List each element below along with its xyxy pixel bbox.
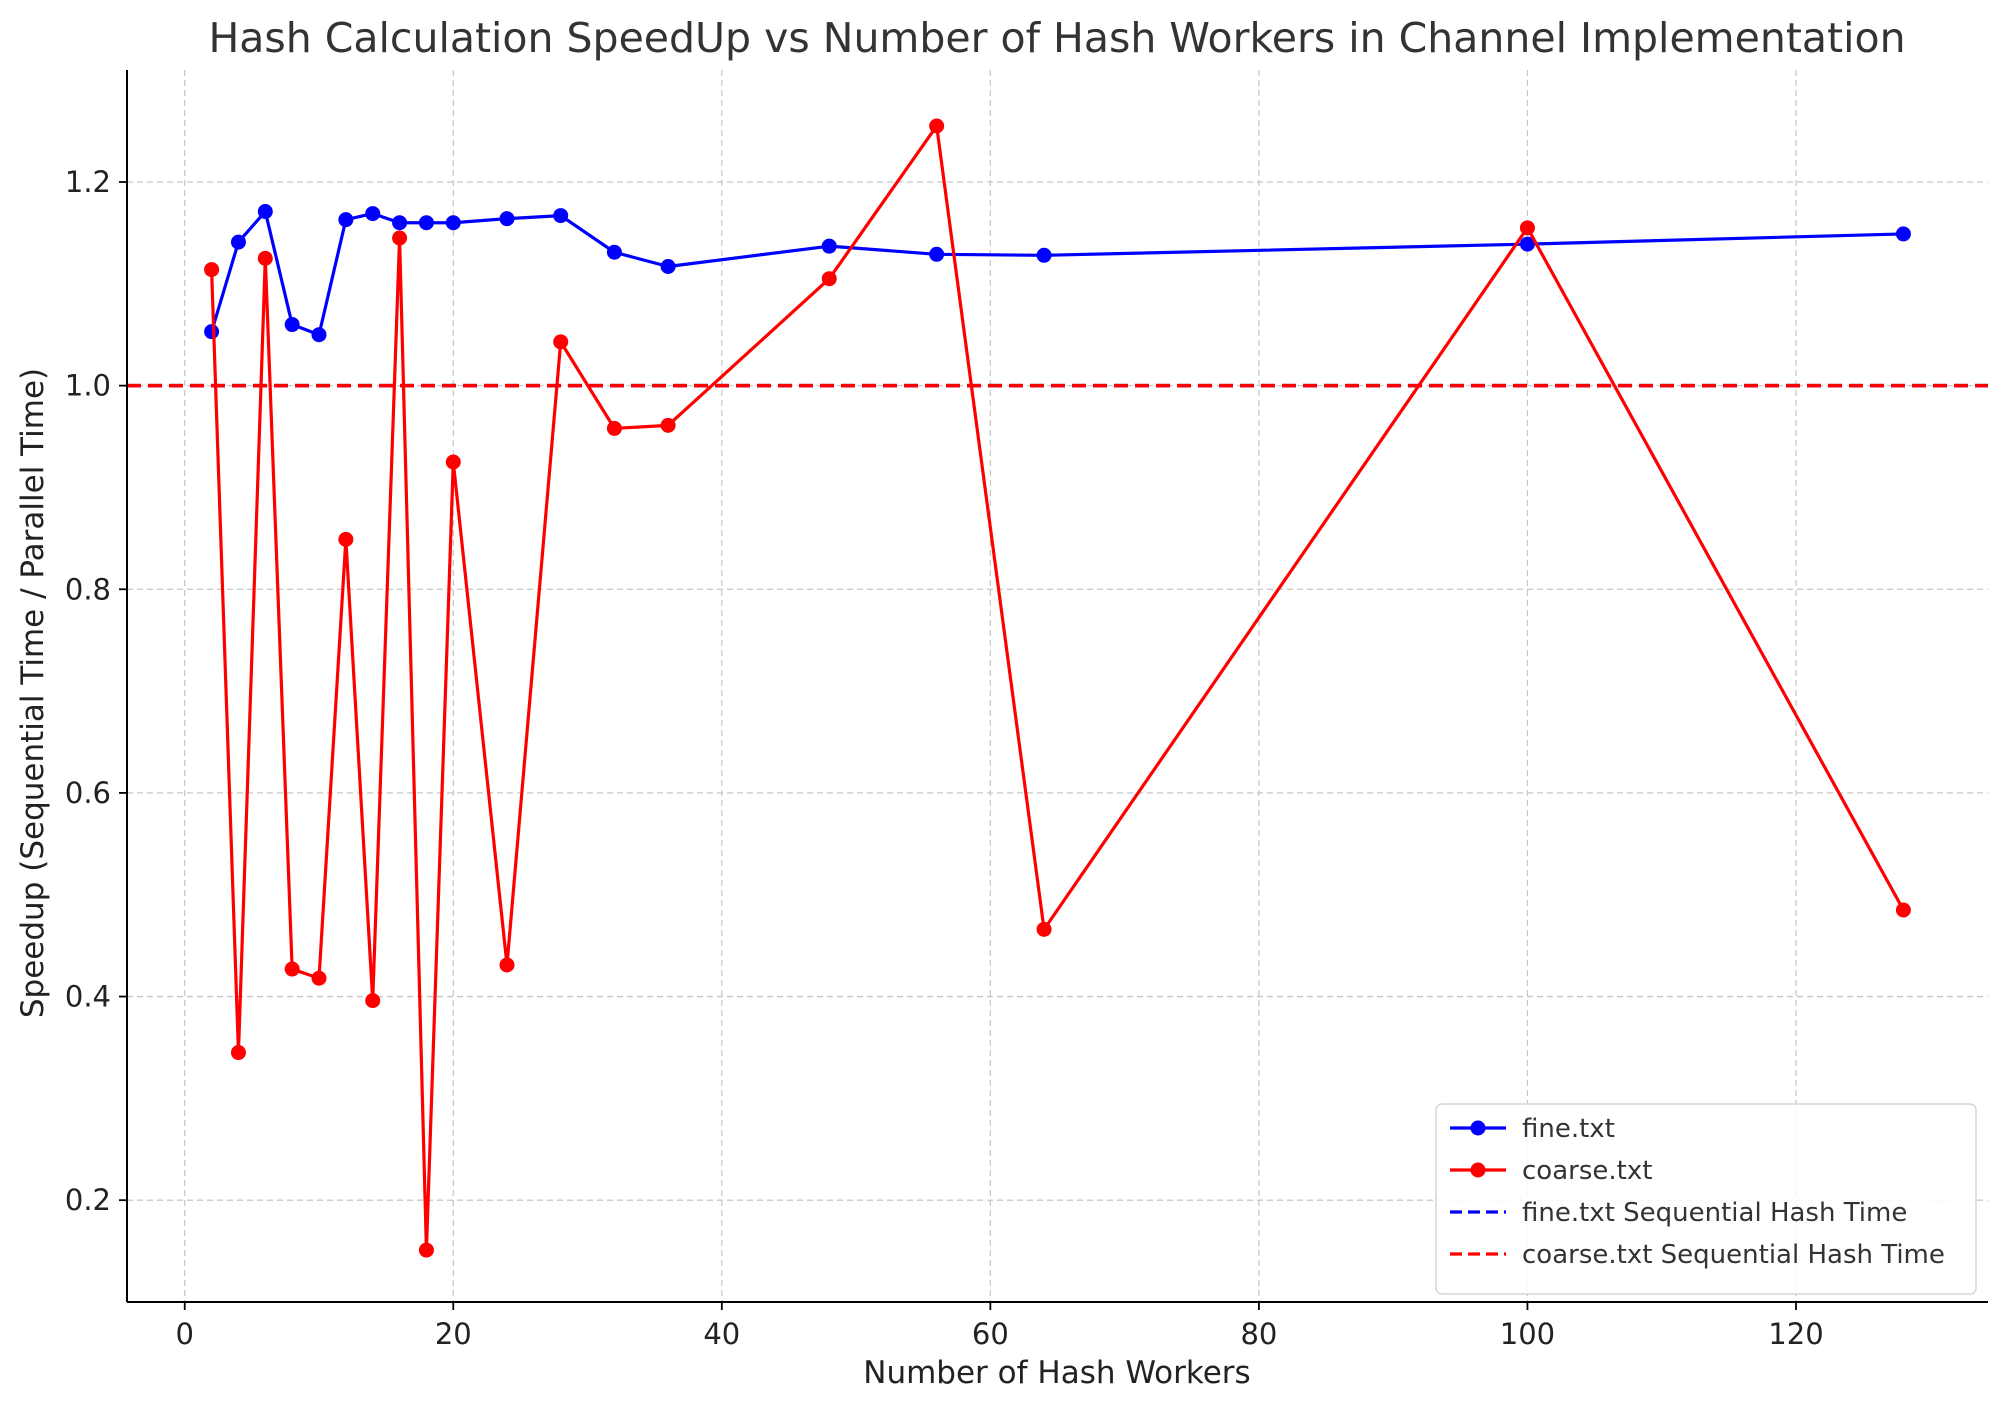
x-tick-label: 80: [1240, 1317, 1277, 1351]
chart-title: Hash Calculation SpeedUp vs Number of Ha…: [208, 14, 1905, 62]
series-0-point: [1519, 236, 1535, 252]
series-0-point: [230, 234, 246, 250]
series-0-point: [606, 244, 622, 260]
series-0-point: [929, 246, 945, 262]
series-0-point: [445, 215, 461, 231]
series-1-point: [365, 993, 381, 1009]
series-1-point: [445, 454, 461, 470]
series-1-point: [1519, 220, 1535, 236]
series-0-point: [311, 327, 327, 343]
series-1-point: [1895, 902, 1911, 918]
y-tick-label: 0.2: [65, 1183, 111, 1217]
series-1-point: [1036, 921, 1052, 937]
series: [204, 118, 1911, 1258]
series-0-point: [257, 204, 273, 220]
series-1-point: [204, 262, 220, 278]
legend-label-3: coarse.txt Sequential Hash Time: [1522, 1240, 1945, 1270]
legend-label-0: fine.txt: [1522, 1114, 1615, 1144]
axes: [126, 70, 1988, 1303]
x-axis-label: Number of Hash Workers: [863, 1355, 1250, 1391]
series-0-point: [392, 215, 408, 231]
series-0-point: [284, 317, 300, 333]
series-0-point: [553, 208, 569, 224]
series-0-point: [821, 238, 837, 254]
x-tick-label: 0: [176, 1317, 194, 1351]
series-1-point: [418, 1242, 434, 1258]
series-0-point: [204, 324, 220, 340]
x-tick-label: 20: [435, 1317, 472, 1351]
series-0-point: [418, 215, 434, 231]
legend-marker-0: [1470, 1120, 1486, 1136]
y-tick-label: 1.0: [65, 369, 111, 403]
series-1-point: [392, 230, 408, 246]
series-0-point: [499, 211, 515, 227]
series-0-point: [1036, 247, 1052, 263]
series-1-point: [338, 531, 354, 547]
series-1-point: [284, 961, 300, 977]
x-tick-label: 60: [972, 1317, 1009, 1351]
series-1-point: [606, 420, 622, 436]
series-0-point: [365, 206, 381, 222]
series-0-point: [338, 212, 354, 228]
legend-label-1: coarse.txt: [1522, 1156, 1652, 1186]
series-1-point: [499, 957, 515, 973]
legend-marker-1: [1470, 1162, 1486, 1178]
x-tick-label: 40: [703, 1317, 740, 1351]
series-1-point: [660, 417, 676, 433]
y-tick-label: 0.8: [65, 572, 111, 606]
series-1-point: [230, 1045, 246, 1061]
y-axis-label: Speedup (Sequential Time / Parallel Time…: [15, 368, 51, 1018]
y-tick-label: 0.4: [65, 980, 111, 1014]
grid: [127, 70, 1988, 1302]
series-1-point: [257, 250, 273, 266]
legend-label-2: fine.txt Sequential Hash Time: [1522, 1198, 1907, 1228]
legend-box: [1435, 1103, 1977, 1295]
series-0-point: [1895, 226, 1911, 242]
x-tick-label: 100: [1500, 1317, 1555, 1351]
y-tick-label: 0.6: [65, 776, 111, 810]
series-0-point: [660, 259, 676, 275]
x-tick-label: 120: [1768, 1317, 1823, 1351]
series-1-point: [553, 334, 569, 350]
series-1-point: [821, 271, 837, 287]
ticks: 0 20 40 60 80 100 120 0.2 0.4 0.6 0.8 1.0 1.2: [65, 165, 1824, 1351]
y-tick-label: 1.2: [65, 165, 111, 199]
series-1-point: [929, 118, 945, 134]
series-1-point: [311, 970, 327, 986]
legend: fine.txt coarse.txt fine.txt Sequential Ha…: [1435, 1103, 1977, 1295]
